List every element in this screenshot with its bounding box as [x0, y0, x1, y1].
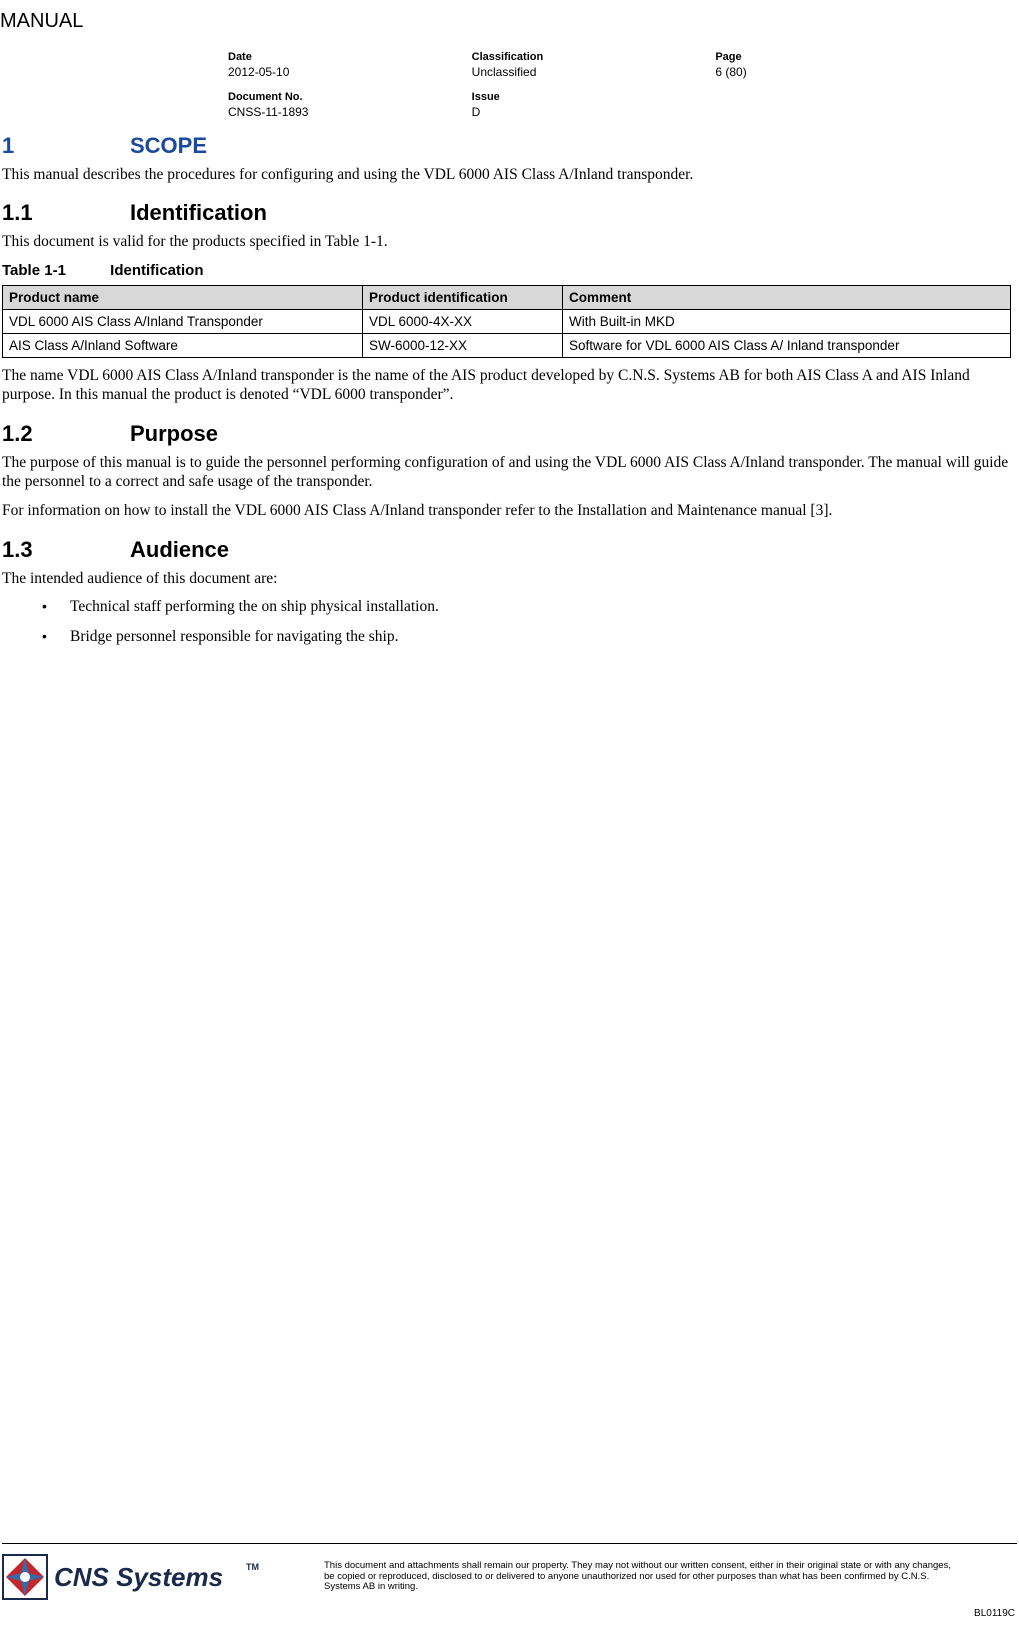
- table-caption: Table 1-1 Identification: [2, 262, 1011, 279]
- meta-classification-label: Classification: [472, 51, 716, 63]
- meta-page-value: 6 (80): [715, 65, 959, 79]
- table-header-cell: Product identification: [363, 285, 563, 309]
- purpose-paragraph-1: The purpose of this manual is to guide t…: [2, 453, 1011, 492]
- heading-number: 1.3: [2, 537, 130, 563]
- document-meta: Date Classification Page 2012-05-10 Uncl…: [228, 51, 959, 119]
- heading-scope: 1 SCOPE: [2, 133, 1011, 159]
- identification-intro: This document is valid for the products …: [2, 232, 1011, 251]
- meta-issue-value: D: [472, 105, 716, 119]
- heading-number: 1.2: [2, 421, 130, 447]
- meta-docno-label: Document No.: [228, 91, 472, 103]
- table-caption-number: Table 1-1: [2, 262, 106, 279]
- meta-classification-value: Unclassified: [472, 65, 716, 79]
- footer-docref: BL0119C: [2, 1608, 1017, 1619]
- heading-text: Identification: [130, 200, 267, 226]
- meta-issue-label: Issue: [472, 91, 716, 103]
- list-item: Bridge personnel responsible for navigat…: [42, 628, 1011, 646]
- meta-date-label: Date: [228, 51, 472, 63]
- meta-date-value: 2012-05-10: [228, 65, 472, 79]
- list-item: Technical staff performing the on ship p…: [42, 598, 1011, 616]
- table-cell: Software for VDL 6000 AIS Class A/ Inlan…: [563, 333, 1011, 357]
- table-cell: VDL 6000-4X-XX: [363, 309, 563, 333]
- heading-number: 1.1: [2, 200, 130, 226]
- cns-logo-icon: [2, 1554, 48, 1600]
- audience-list: Technical staff performing the on ship p…: [42, 598, 1011, 646]
- heading-audience: 1.3 Audience: [2, 537, 1011, 563]
- heading-text: Audience: [130, 537, 229, 563]
- audience-intro: The intended audience of this document a…: [2, 569, 1011, 588]
- table-cell: With Built-in MKD: [563, 309, 1011, 333]
- svg-text:CNS Systems: CNS Systems: [54, 1562, 223, 1592]
- heading-text: Purpose: [130, 421, 218, 447]
- purpose-paragraph-2: For information on how to install the VD…: [2, 501, 1011, 520]
- heading-number: 1: [2, 133, 130, 159]
- table-header-row: Product name Product identification Comm…: [3, 285, 1011, 309]
- page-footer: CNS Systems TM This document and attachm…: [0, 1543, 1019, 1619]
- scope-paragraph: This manual describes the procedures for…: [2, 165, 1011, 184]
- table-cell: SW-6000-12-XX: [363, 333, 563, 357]
- table-row: AIS Class A/Inland Software SW-6000-12-X…: [3, 333, 1011, 357]
- table-row: VDL 6000 AIS Class A/Inland Transponder …: [3, 309, 1011, 333]
- company-logo: CNS Systems TM: [2, 1554, 288, 1600]
- table-cell: AIS Class A/Inland Software: [3, 333, 363, 357]
- table-caption-text: Identification: [110, 262, 203, 279]
- table-header-cell: Comment: [563, 285, 1011, 309]
- footer-disclaimer: This document and attachments shall rema…: [324, 1561, 964, 1594]
- footer-divider: [2, 1543, 1017, 1544]
- svg-text:TM: TM: [246, 1562, 259, 1572]
- table-cell: VDL 6000 AIS Class A/Inland Transponder: [3, 309, 363, 333]
- meta-page-label: Page: [715, 51, 959, 63]
- identification-table: Product name Product identification Comm…: [2, 285, 1011, 358]
- identification-after: The name VDL 6000 AIS Class A/Inland tra…: [2, 366, 1011, 405]
- heading-identification: 1.1 Identification: [2, 200, 1011, 226]
- cns-logo-text-icon: CNS Systems TM: [48, 1554, 288, 1600]
- document-body: 1 SCOPE This manual describes the proced…: [0, 133, 1019, 646]
- meta-docno-value: CNSS-11-1893: [228, 105, 472, 119]
- table-header-cell: Product name: [3, 285, 363, 309]
- heading-purpose: 1.2 Purpose: [2, 421, 1011, 447]
- document-type-title: MANUAL: [0, 10, 1019, 33]
- heading-text: SCOPE: [130, 133, 207, 159]
